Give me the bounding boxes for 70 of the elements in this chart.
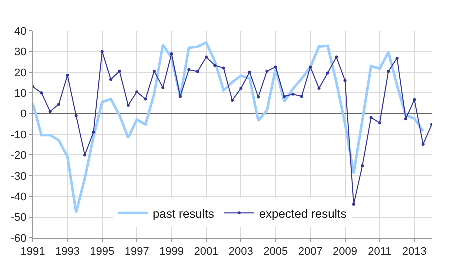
point <box>257 96 260 99</box>
point <box>344 79 347 82</box>
point <box>152 70 156 73</box>
point <box>118 70 122 73</box>
legend-label: expected results <box>259 206 347 221</box>
point <box>352 202 356 206</box>
point <box>266 70 269 73</box>
point <box>48 110 52 114</box>
y-tick-label: -40 <box>10 191 27 204</box>
point <box>404 118 408 121</box>
point <box>422 142 425 146</box>
point <box>396 56 399 60</box>
y-tick-label: -10 <box>10 129 27 142</box>
point <box>144 98 148 101</box>
point <box>178 95 182 98</box>
x-tick-label: 2005 <box>264 246 288 258</box>
point <box>283 95 286 98</box>
point <box>274 66 278 69</box>
y-tick-label: 0 <box>20 108 27 121</box>
point <box>248 70 252 74</box>
x-tick-label: 2009 <box>333 246 358 258</box>
point <box>214 64 217 68</box>
point <box>231 99 234 102</box>
point <box>92 130 96 134</box>
y-tick-label: -20 <box>10 150 27 162</box>
point <box>58 102 61 106</box>
x-tick-label: 1995 <box>90 246 115 258</box>
y-tick-label: -50 <box>10 212 27 224</box>
y-tick-label: 30 <box>14 46 27 59</box>
point <box>126 104 130 108</box>
y-tick-label: -30 <box>10 170 27 183</box>
point <box>370 116 373 120</box>
x-tick-label: 2013 <box>402 246 427 258</box>
point <box>162 86 165 90</box>
point <box>292 92 295 96</box>
x-tick-label: 2001 <box>194 246 219 258</box>
point <box>326 72 330 75</box>
point <box>361 164 364 168</box>
point <box>222 66 226 70</box>
point <box>74 114 78 118</box>
point <box>196 70 200 74</box>
point <box>170 52 174 56</box>
point <box>413 98 416 102</box>
x-tick-label: 2003 <box>228 246 254 258</box>
y-tick-label: 40 <box>14 26 27 38</box>
x-tick-label: 1999 <box>160 246 184 258</box>
point <box>309 66 312 69</box>
point <box>66 74 70 78</box>
point <box>188 68 191 72</box>
x-tick-label: 2007 <box>298 246 323 258</box>
point <box>300 95 304 98</box>
point <box>204 56 208 59</box>
point <box>335 56 338 59</box>
legend-label: past results <box>153 206 214 221</box>
x-tick-label: 2011 <box>368 246 392 258</box>
point <box>240 87 243 90</box>
point <box>318 87 321 90</box>
y-tick-label: 20 <box>14 67 27 80</box>
point <box>387 70 390 74</box>
y-tick-label: -60 <box>10 232 27 245</box>
x-tick-label: 1991 <box>20 246 46 258</box>
point <box>84 154 87 157</box>
y-tick-label: 10 <box>14 88 27 100</box>
point <box>110 78 113 82</box>
point <box>100 50 104 54</box>
point <box>136 90 139 94</box>
point <box>378 122 382 125</box>
x-tick-label: 1997 <box>124 246 150 258</box>
point <box>40 92 44 95</box>
x-tick-label: 1993 <box>55 246 80 258</box>
